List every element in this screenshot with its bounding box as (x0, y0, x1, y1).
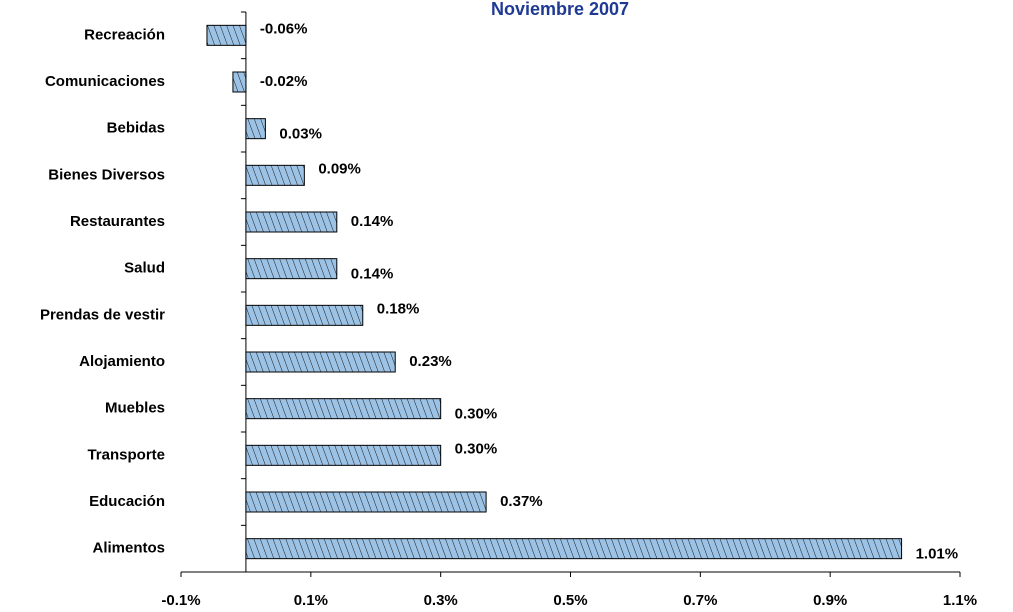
y-tick-label: Alojamiento (79, 353, 165, 370)
x-tick-label: 1.1% (943, 592, 977, 609)
bar (245, 398, 442, 420)
value-label: 0.14% (351, 213, 394, 230)
y-tick-label: Bienes Diversos (48, 166, 165, 183)
chart-title: Noviembre 2007 (491, 0, 629, 19)
y-tick-label: Bebidas (107, 120, 165, 137)
bar (245, 538, 903, 560)
y-tick-label: Recreación (84, 26, 165, 43)
x-tick-label: 0.3% (424, 592, 458, 609)
x-tick-label: 0.1% (294, 592, 328, 609)
bar (245, 491, 487, 513)
y-tick-label: Restaurantes (70, 213, 165, 230)
y-tick-label: Salud (124, 260, 165, 277)
y-tick-label: Prendas de vestir (40, 306, 165, 323)
bar (245, 304, 364, 326)
y-tick-label: Transporte (87, 446, 165, 463)
bar (245, 118, 266, 140)
bar (245, 444, 442, 466)
value-label: 1.01% (916, 546, 959, 563)
x-tick-label: 0.5% (553, 592, 587, 609)
y-tick-label: Alimentos (92, 540, 165, 557)
value-label: 0.30% (455, 406, 498, 423)
x-tick-label: -0.1% (161, 592, 200, 609)
bar (245, 211, 338, 233)
bar (232, 71, 247, 93)
bar (206, 24, 247, 46)
value-label: -0.06% (260, 20, 308, 37)
value-label: 0.09% (318, 160, 361, 177)
value-label: 0.23% (409, 353, 452, 370)
y-tick-label: Comunicaciones (45, 73, 165, 90)
value-label: 0.14% (351, 266, 394, 283)
bar (245, 351, 396, 373)
y-tick-label: Muebles (105, 400, 165, 417)
bar (245, 258, 338, 280)
value-label: 0.18% (377, 300, 420, 317)
x-tick-label: 0.7% (683, 592, 717, 609)
bar (245, 164, 305, 186)
value-label: 0.03% (279, 126, 322, 143)
x-tick-label: 0.9% (813, 592, 847, 609)
value-label: -0.02% (260, 73, 308, 90)
value-label: 0.30% (455, 440, 498, 457)
value-label: 0.37% (500, 493, 543, 510)
y-tick-label: Educación (89, 493, 165, 510)
